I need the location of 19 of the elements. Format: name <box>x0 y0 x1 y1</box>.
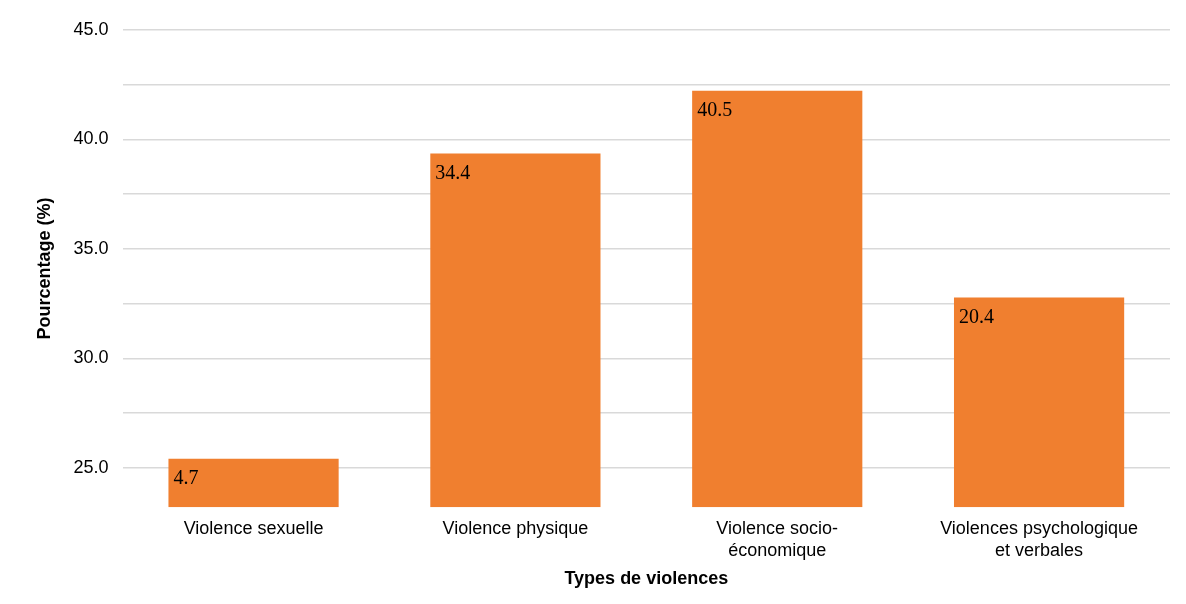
y-axis-title: Pourcentage (%) <box>33 197 54 340</box>
data-label: 34.4 <box>435 160 471 183</box>
x-tick-label: Violences psychologique et verbales <box>940 517 1138 560</box>
y-tick-label: 45.0 <box>73 18 109 39</box>
x-tick-label: Violence sexuelle <box>183 517 324 538</box>
bar <box>168 458 339 508</box>
y-tick-label: 40.0 <box>73 128 109 149</box>
x-tick-label: Violence socio-économique <box>716 517 839 560</box>
x-tick-label: Violence physique <box>442 517 589 538</box>
data-label: 4.7 <box>173 466 199 489</box>
bar <box>692 90 863 508</box>
x-axis-title: Types de violences <box>564 568 729 589</box>
y-tick-label: 30.0 <box>73 347 109 368</box>
bar <box>953 297 1125 508</box>
y-tick-label: 25.0 <box>73 456 109 477</box>
y-tick-label: 35.0 <box>73 237 109 258</box>
bar <box>430 153 601 508</box>
data-label: 20.4 <box>958 304 994 327</box>
data-label: 40.5 <box>697 97 733 120</box>
